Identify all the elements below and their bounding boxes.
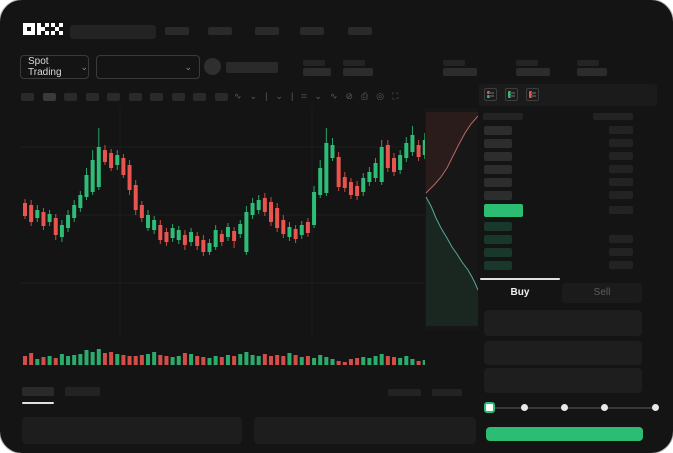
orderbook-amount-header bbox=[593, 113, 633, 120]
order-input-3[interactable] bbox=[484, 368, 642, 393]
nav-item-4[interactable] bbox=[300, 27, 324, 35]
chevron-down-icon[interactable]: ⌄ bbox=[314, 91, 322, 101]
bid-amount-row-3 bbox=[609, 248, 633, 256]
timeframe-4[interactable] bbox=[85, 93, 99, 101]
timeframe-2[interactable] bbox=[42, 93, 56, 101]
order-input-2[interactable] bbox=[484, 341, 642, 365]
depth-chart bbox=[425, 108, 478, 330]
ask-amount-row-3 bbox=[609, 152, 633, 160]
amount-slider-track[interactable] bbox=[489, 407, 655, 409]
okx-logo bbox=[23, 23, 63, 35]
amount-slider-handle[interactable] bbox=[484, 402, 495, 413]
stat-pair-5 bbox=[577, 60, 607, 76]
divider: | bbox=[290, 91, 294, 101]
nav-item-1[interactable] bbox=[165, 27, 189, 35]
orders-control-1[interactable] bbox=[388, 389, 421, 396]
ask-amount-row-2 bbox=[609, 139, 633, 147]
timeframe-5[interactable] bbox=[107, 93, 120, 101]
slider-dot-4[interactable] bbox=[652, 404, 659, 411]
book-both-icon[interactable] bbox=[484, 88, 497, 101]
buy-button[interactable] bbox=[486, 427, 643, 441]
orders-table-right bbox=[254, 417, 476, 444]
book-bids-icon[interactable] bbox=[505, 88, 518, 101]
market-type-selector[interactable]: Spot Trading ⌄ bbox=[20, 55, 89, 79]
ask-price-row-3[interactable] bbox=[484, 152, 512, 161]
timeframe-8[interactable] bbox=[171, 93, 185, 101]
stat-pair-3 bbox=[443, 60, 477, 76]
bid-price-row-1[interactable] bbox=[484, 222, 512, 231]
book-asks-icon[interactable] bbox=[526, 88, 539, 101]
coin-icon bbox=[204, 58, 221, 75]
orders-tab-active[interactable] bbox=[22, 387, 54, 396]
chart-tools: ∿ ⌄ | ⌄ | ⌗ ⌄ ∿ ⊘ ⎙ ◎ ⛶ bbox=[234, 89, 398, 103]
nav-item-5[interactable] bbox=[348, 27, 372, 35]
timeframe-1[interactable] bbox=[21, 93, 34, 101]
buy-tab[interactable]: Buy bbox=[510, 287, 530, 298]
stat-pair-2 bbox=[343, 60, 373, 76]
sell-tab-bg bbox=[562, 283, 642, 303]
slider-dot-1[interactable] bbox=[521, 404, 528, 411]
candle-style-icon[interactable]: ∿ bbox=[234, 91, 242, 101]
orderbook-header-strip bbox=[479, 84, 657, 106]
timeframe-7[interactable] bbox=[150, 93, 163, 101]
stat-pair-4 bbox=[516, 60, 550, 76]
timeframe-3[interactable] bbox=[64, 93, 77, 101]
bid-amount-row-2 bbox=[609, 235, 633, 243]
ask-price-row-1[interactable] bbox=[484, 126, 512, 135]
stat-pair-1 bbox=[303, 60, 331, 76]
ask-amount-row-1 bbox=[609, 126, 633, 134]
fullscreen-icon[interactable]: ⛶ bbox=[392, 91, 399, 101]
market-type-label: Spot Trading bbox=[28, 56, 62, 78]
bid-price-row-2[interactable] bbox=[484, 235, 512, 244]
orders-tab-history[interactable] bbox=[65, 387, 100, 396]
ask-amount-row-4 bbox=[609, 165, 633, 173]
bid-price-row-4[interactable] bbox=[484, 261, 512, 270]
sell-tab[interactable]: Sell bbox=[593, 287, 611, 298]
volume-chart[interactable] bbox=[20, 341, 425, 365]
chevron-down-icon: ⌄ bbox=[80, 61, 88, 72]
ask-amount-row-6 bbox=[609, 191, 633, 199]
timeframe-10[interactable] bbox=[214, 93, 228, 101]
nav-item-3[interactable] bbox=[255, 27, 279, 35]
buy-tab-indicator bbox=[480, 278, 560, 280]
bid-price-row-3[interactable] bbox=[484, 248, 512, 257]
candlestick-chart[interactable] bbox=[20, 108, 425, 335]
chart-type-icon[interactable]: ⌄ bbox=[275, 91, 283, 101]
orders-tab-indicator bbox=[22, 402, 54, 404]
orders-table-left bbox=[22, 417, 242, 444]
ask-price-row-5[interactable] bbox=[484, 178, 512, 187]
bid-amount-row-4 bbox=[609, 261, 633, 269]
draw-tool-icon[interactable]: ⊘ bbox=[345, 91, 354, 101]
ask-price-row-4[interactable] bbox=[484, 165, 512, 174]
pair-name-placeholder bbox=[226, 62, 278, 73]
line-tool-icon[interactable]: ∿ bbox=[329, 91, 338, 101]
settings-icon[interactable]: ◎ bbox=[376, 91, 385, 101]
ask-price-row-2[interactable] bbox=[484, 139, 512, 148]
divider: | bbox=[265, 91, 268, 101]
camera-icon[interactable]: ⎙ bbox=[361, 91, 369, 101]
orders-control-2[interactable] bbox=[432, 389, 462, 396]
timeframe-9[interactable] bbox=[193, 93, 206, 101]
order-input-1[interactable] bbox=[484, 310, 642, 336]
last-price-highlight[interactable] bbox=[484, 204, 523, 217]
slider-dot-3[interactable] bbox=[601, 404, 608, 411]
chevron-down-icon[interactable]: ⌄ bbox=[249, 91, 258, 101]
orderbook-price-header bbox=[483, 113, 523, 120]
nav-item-2[interactable] bbox=[208, 27, 232, 35]
pair-selector[interactable]: ⌄ bbox=[96, 55, 200, 79]
ask-price-row-6[interactable] bbox=[484, 191, 512, 200]
chevron-down-icon: ⌄ bbox=[184, 61, 192, 72]
indicators-icon[interactable]: ⌗ bbox=[301, 91, 307, 101]
slider-dot-2[interactable] bbox=[561, 404, 568, 411]
timeframe-6[interactable] bbox=[128, 93, 142, 101]
search-input[interactable] bbox=[70, 25, 156, 39]
ask-amount-row-5 bbox=[609, 178, 633, 186]
last-price-amount bbox=[609, 206, 633, 214]
